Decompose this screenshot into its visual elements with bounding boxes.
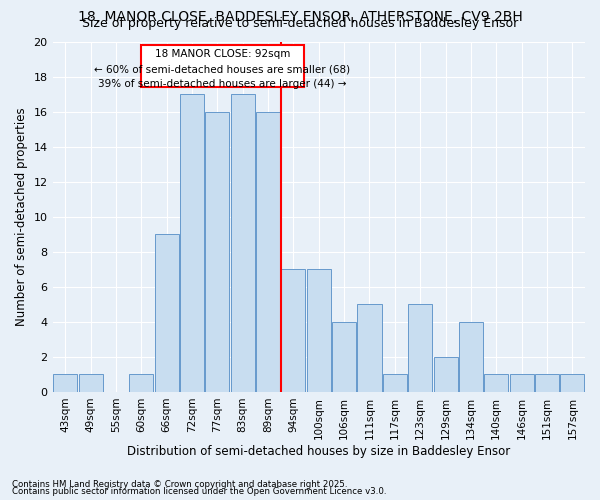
Bar	[408, 304, 432, 392]
Bar	[205, 112, 229, 392]
Text: 18 MANOR CLOSE: 92sqm: 18 MANOR CLOSE: 92sqm	[155, 50, 290, 59]
Bar	[484, 374, 508, 392]
Text: ← 60% of semi-detached houses are smaller (68): ← 60% of semi-detached houses are smalle…	[94, 64, 350, 74]
Bar	[155, 234, 179, 392]
Bar	[535, 374, 559, 392]
Bar	[307, 270, 331, 392]
Bar	[560, 374, 584, 392]
Text: 39% of semi-detached houses are larger (44) →: 39% of semi-detached houses are larger (…	[98, 79, 347, 89]
Text: 18, MANOR CLOSE, BADDESLEY ENSOR, ATHERSTONE, CV9 2BH: 18, MANOR CLOSE, BADDESLEY ENSOR, ATHERS…	[77, 10, 523, 24]
X-axis label: Distribution of semi-detached houses by size in Baddesley Ensor: Distribution of semi-detached houses by …	[127, 444, 511, 458]
Bar	[358, 304, 382, 392]
Bar	[383, 374, 407, 392]
Bar	[79, 374, 103, 392]
Bar	[281, 270, 305, 392]
Bar	[180, 94, 204, 392]
Y-axis label: Number of semi-detached properties: Number of semi-detached properties	[15, 108, 28, 326]
Bar	[256, 112, 280, 392]
Bar	[141, 45, 304, 87]
Bar	[332, 322, 356, 392]
Bar	[459, 322, 483, 392]
Bar	[129, 374, 154, 392]
Bar	[434, 357, 458, 392]
Bar	[230, 94, 255, 392]
Text: Size of property relative to semi-detached houses in Baddesley Ensor: Size of property relative to semi-detach…	[82, 18, 518, 30]
Text: Contains public sector information licensed under the Open Government Licence v3: Contains public sector information licen…	[12, 487, 386, 496]
Bar	[53, 374, 77, 392]
Text: Contains HM Land Registry data © Crown copyright and database right 2025.: Contains HM Land Registry data © Crown c…	[12, 480, 347, 489]
Bar	[509, 374, 533, 392]
